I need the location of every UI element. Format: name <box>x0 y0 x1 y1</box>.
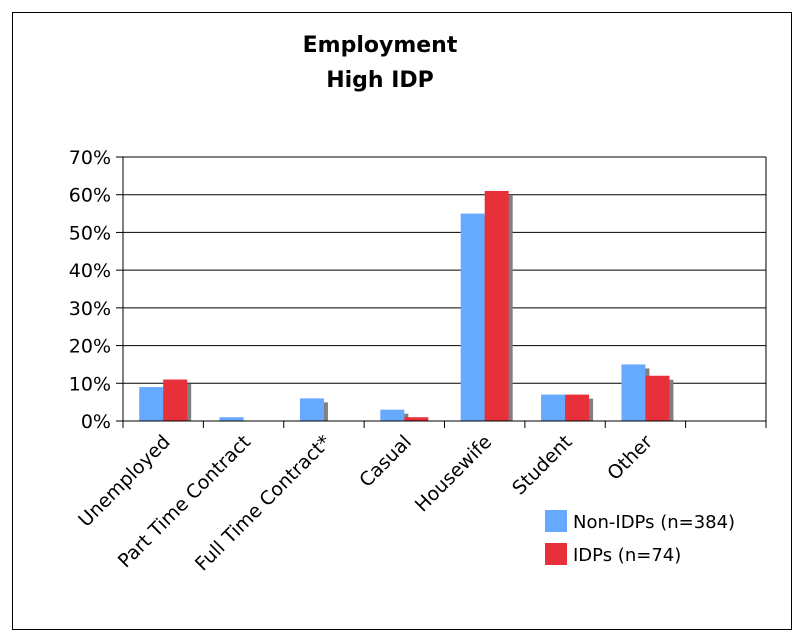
chart-frame <box>12 12 792 630</box>
bar <box>484 190 509 421</box>
x-tick-label: Casual <box>355 431 416 492</box>
chart-title-line-2: High IDP <box>326 68 434 93</box>
legend-label: IDPs (n=74) <box>573 545 681 566</box>
y-tick-label: 10% <box>69 373 111 395</box>
chart-title-line-1: Employment <box>303 33 458 58</box>
bar <box>404 417 429 421</box>
bar <box>139 387 164 421</box>
x-tick-label: Housewife <box>411 431 496 516</box>
y-tick-label: 70% <box>69 147 111 169</box>
y-tick-label: 40% <box>69 260 111 282</box>
legend: Non-IDPs (n=384) IDPs (n=74) <box>545 510 735 566</box>
bar <box>163 379 188 421</box>
legend-swatch <box>545 510 567 532</box>
legend-swatch <box>545 543 567 565</box>
legend-label: Non-IDPs (n=384) <box>573 512 735 533</box>
x-tick-label: Full Time Contract* <box>191 431 335 575</box>
x-tick-label: Part Time Contract <box>114 431 255 572</box>
gridlines <box>123 156 766 384</box>
y-tick-label: 60% <box>69 185 111 207</box>
x-tick-label: Student <box>508 431 576 499</box>
bars <box>139 190 670 421</box>
y-tick-label: 30% <box>69 298 111 320</box>
bar <box>541 394 566 421</box>
x-tick-label: Other <box>603 431 657 485</box>
bar <box>460 213 485 421</box>
axes <box>116 156 767 428</box>
y-tick-label: 20% <box>69 336 111 358</box>
bar <box>299 398 324 421</box>
bar <box>645 375 670 421</box>
y-tick-label: 0% <box>81 411 111 433</box>
y-tick-label: 50% <box>69 222 111 244</box>
bar <box>380 409 405 421</box>
y-tick-labels: 0% 10% 20% 30% 40% 50% 60% 70% <box>69 147 111 433</box>
bar <box>219 417 244 421</box>
bar <box>621 364 646 421</box>
bar <box>565 394 590 421</box>
